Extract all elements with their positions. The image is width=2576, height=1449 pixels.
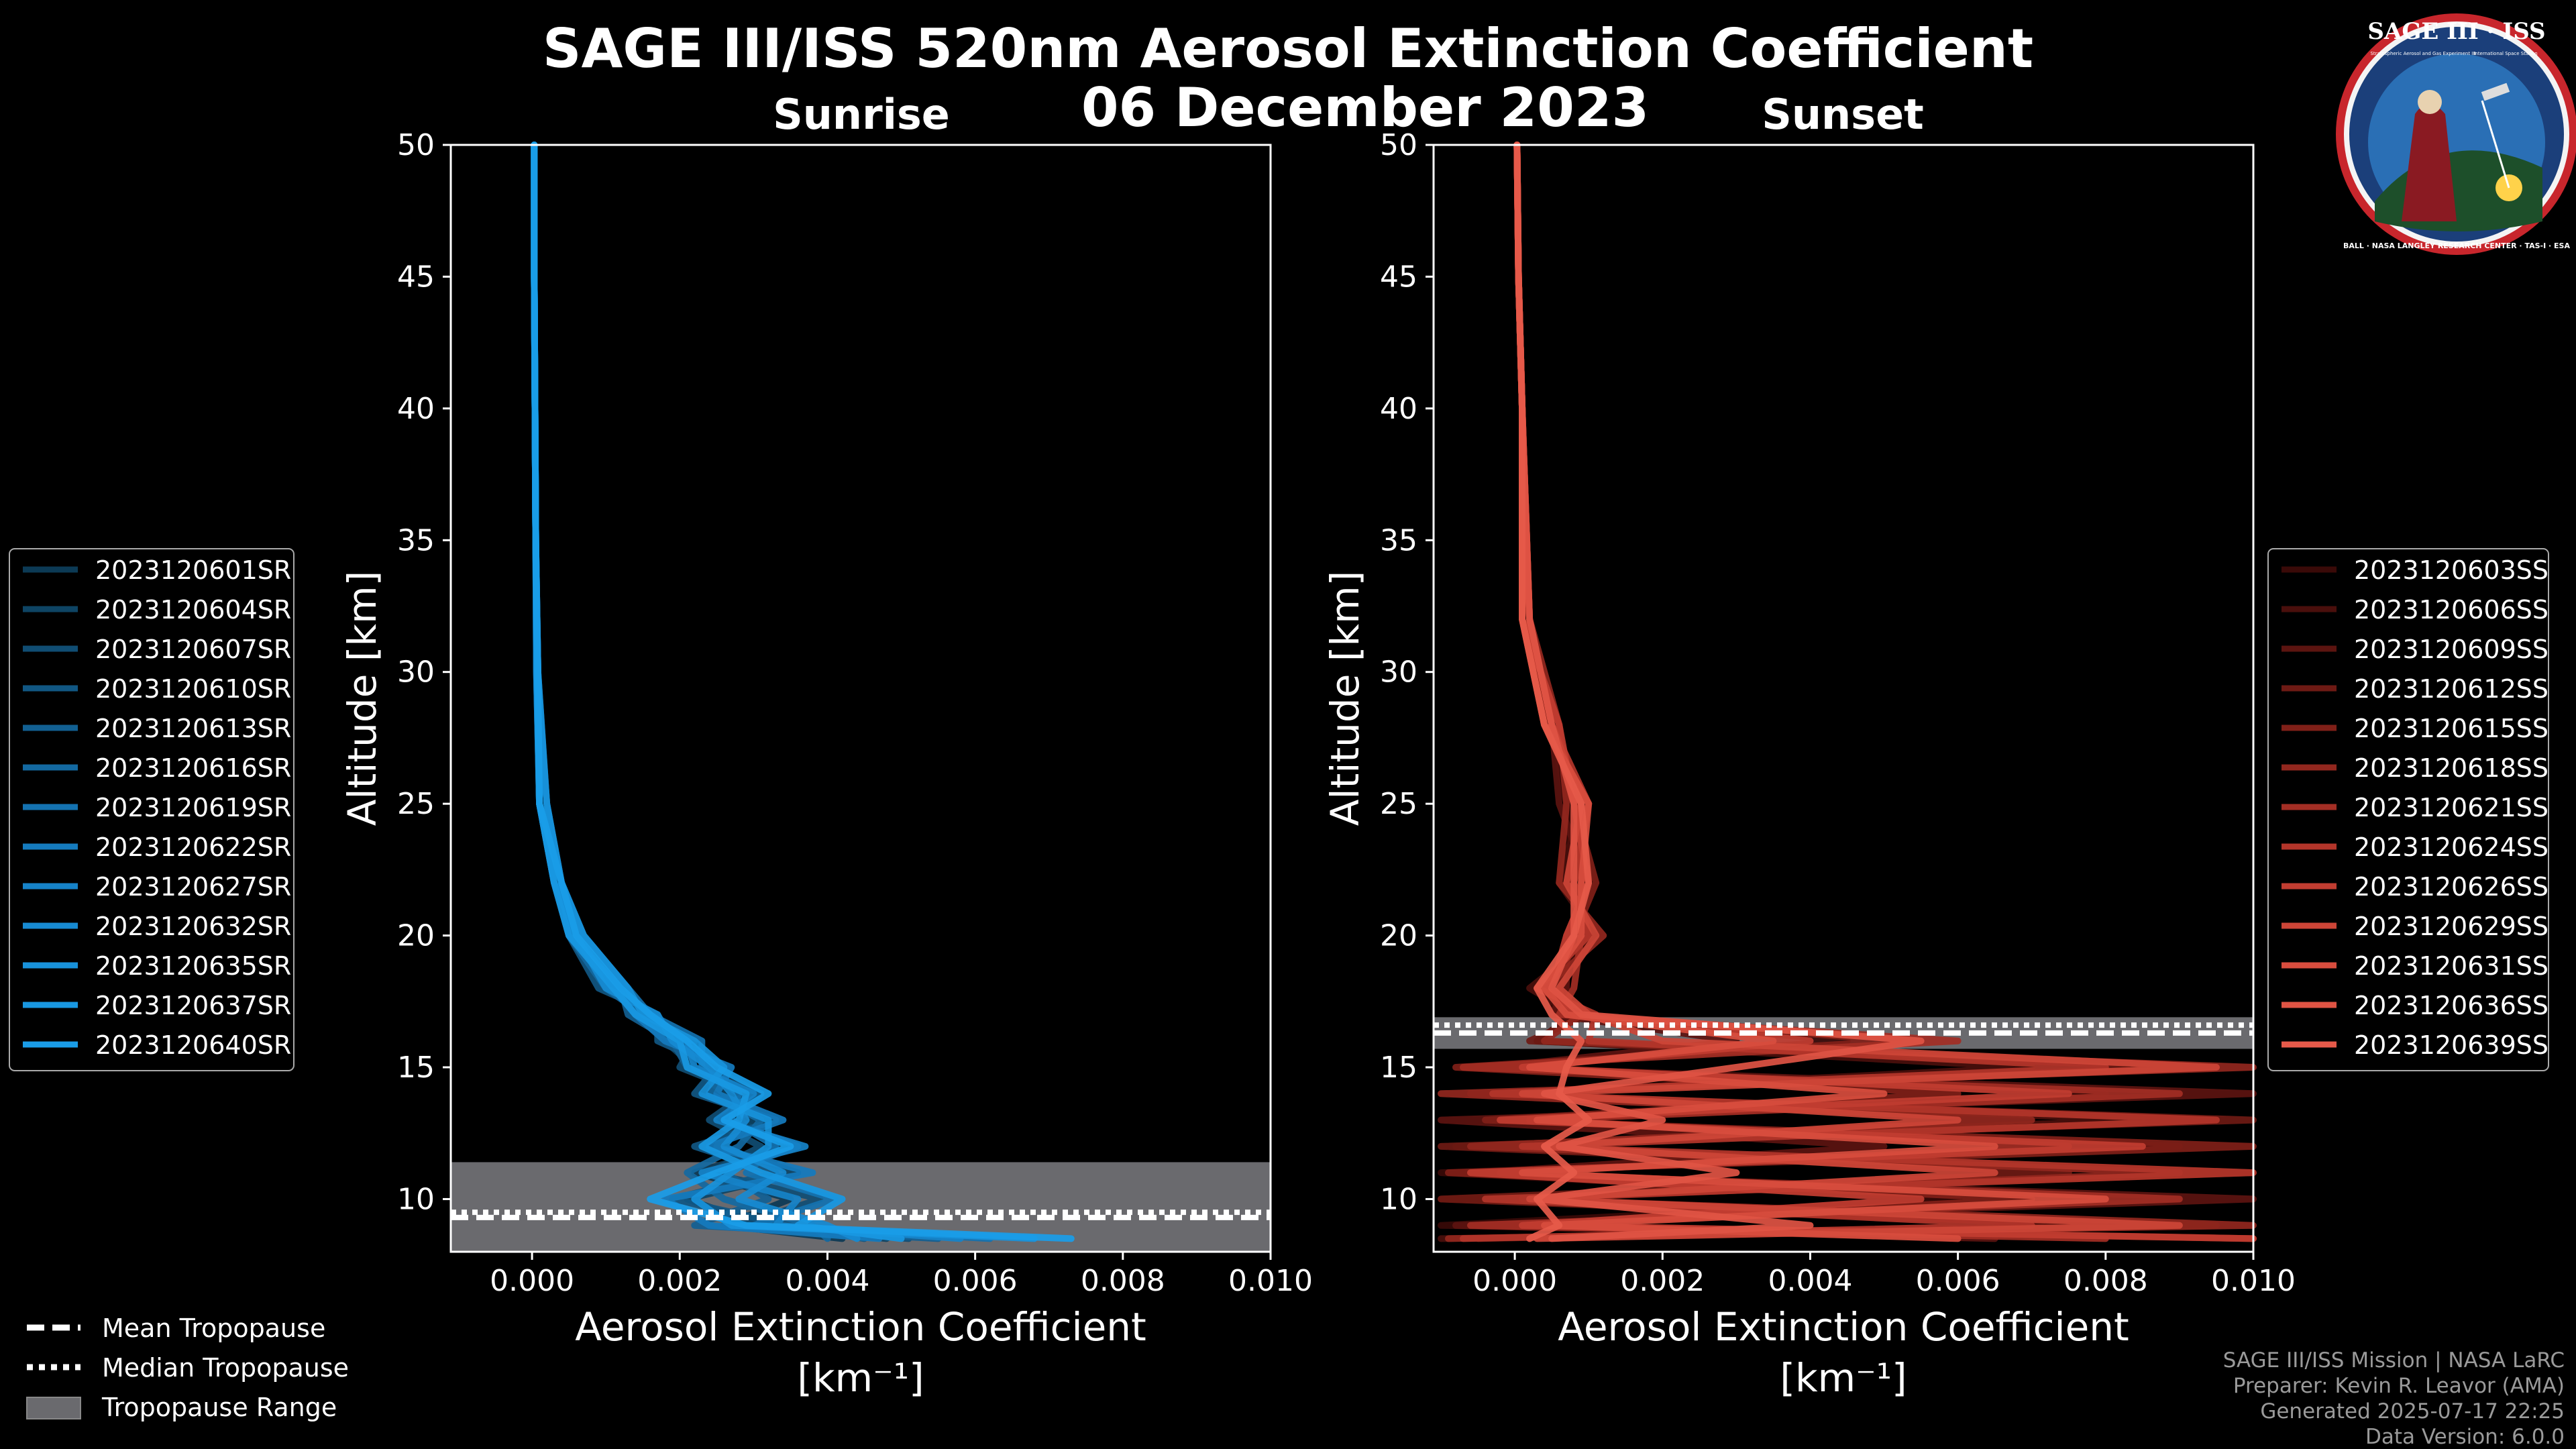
sunset-legend-label: 2023120636SS	[2354, 991, 2548, 1020]
sunrise-profile-2023120640SR	[531, 142, 1075, 1242]
sunrise-legend-label: 2023120622SR	[95, 833, 291, 862]
logo-small-right: International Space Station	[2473, 51, 2537, 56]
sunset-legend-label: 2023120603SS	[2354, 555, 2548, 585]
sunrise-ytick-label: 30	[397, 655, 435, 690]
credit-generated: Generated 2025-07-17 22:25	[2260, 1399, 2565, 1424]
tropopause-legend: Mean Tropopause Median Tropopause Tropop…	[26, 1313, 349, 1422]
credits: SAGE III/ISS Mission | NASA LaRC Prepare…	[2223, 1348, 2565, 1449]
sunset-ylabel: Altitude [km]	[1322, 571, 1368, 826]
credit-preparer: Preparer: Kevin R. Leavor (AMA)	[2233, 1374, 2565, 1398]
sunrise-ytick-label: 25	[397, 787, 435, 821]
sage-logo: SAGE III · ISS Stratospheric Aerosol and…	[2336, 13, 2576, 255]
sunrise-legend-label: 2023120637SR	[95, 991, 291, 1020]
sunset-legend-label: 2023120615SS	[2354, 714, 2548, 743]
sunrise-ytick-label: 50	[397, 128, 435, 162]
sunset-ytick-label: 45	[1380, 260, 1417, 294]
sunset-legend-label: 2023120626SS	[2354, 872, 2548, 902]
sunrise-legend-label: 2023120607SR	[95, 635, 291, 664]
logo-ring-text: BALL · NASA LANGLEY RESEARCH CENTER · TA…	[2343, 241, 2570, 250]
sunrise-ytick-label: 45	[397, 260, 435, 294]
sunset-ytick-label: 10	[1380, 1182, 1417, 1216]
sunset-legend-label: 2023120621SS	[2354, 793, 2548, 822]
sunset-legend-frame	[2267, 548, 2549, 1071]
sunset-legend-label: 2023120629SS	[2354, 912, 2548, 941]
sunset-xtick-label: 0.008	[2063, 1264, 2148, 1298]
sunrise-legend-label: 2023120601SR	[95, 555, 291, 585]
scientist-head-icon	[2418, 90, 2442, 114]
sunrise-plot-frame	[449, 144, 1272, 1253]
logo-small-left: Stratospheric Aerosol and Gas Experiment…	[2370, 51, 2475, 56]
sunset-profile-2023120639SS	[1513, 142, 1593, 1242]
sunset-ytick-label: 15	[1380, 1051, 1417, 1085]
sunrise-xtick-label: 0.010	[1228, 1264, 1313, 1298]
sunrise-legend-label: 2023120613SR	[95, 714, 291, 743]
sunrise-legend-frame	[9, 548, 294, 1071]
sunrise-legend-label: 2023120616SR	[95, 753, 291, 783]
sunset-xtick-label: 0.006	[1916, 1264, 2000, 1298]
tropopause-range-key	[26, 1397, 81, 1419]
sunrise-xtick-label: 0.006	[933, 1264, 1018, 1298]
sunrise-legend-label: 2023120632SR	[95, 912, 291, 941]
sunset-ytick-label: 30	[1380, 655, 1417, 690]
sunrise-ytick-label: 40	[397, 392, 435, 426]
tropopause-range-label: Tropopause Range	[101, 1393, 337, 1422]
sunset-legend-label: 2023120606SS	[2354, 595, 2548, 625]
credit-data-version: Data Version: 6.0.0	[2365, 1425, 2565, 1449]
sunrise-legend-label: 2023120604SR	[95, 595, 291, 625]
sunset-legend-label: 2023120618SS	[2354, 753, 2548, 783]
sunset-xtick-label: 0.002	[1620, 1264, 1705, 1298]
sunset-xtick-label: 0.010	[2211, 1264, 2296, 1298]
sunset-legend-label: 2023120609SS	[2354, 635, 2548, 664]
median-tropopause-label: Median Tropopause	[102, 1353, 349, 1383]
sunset-ytick-label: 40	[1380, 392, 1417, 426]
sunset-ytick-label: 35	[1380, 523, 1417, 557]
sunrise-xtick-label: 0.000	[490, 1264, 574, 1298]
sunrise-title: Sunrise	[773, 90, 950, 139]
sunrise-xlabel-line2: [km⁻¹]	[797, 1355, 924, 1401]
sunrise-xtick-label: 0.002	[637, 1264, 722, 1298]
light-beam-icon	[2481, 100, 2510, 189]
sunrise-legend-label: 2023120610SR	[95, 674, 291, 704]
mean-tropopause-label: Mean Tropopause	[102, 1313, 325, 1343]
sunrise-xtick-label: 0.004	[785, 1264, 869, 1298]
space-station-icon	[2481, 83, 2510, 101]
sunrise-legend: 2023120601SR 2023120604SR 2023120607SR 2023…	[9, 548, 294, 1071]
sunrise-plot-background	[451, 145, 1271, 1252]
sunset-title: Sunset	[1762, 90, 1924, 139]
sunrise-legend-label: 2023120635SR	[95, 951, 291, 981]
sunrise-legend-label: 2023120619SR	[95, 793, 291, 822]
sunset-plot-frame	[1432, 144, 2255, 1253]
sunrise-legend-label: 2023120640SR	[95, 1030, 291, 1060]
sunrise-ylabel: Altitude [km]	[339, 571, 385, 826]
sunset-plot: 0.000 0.002 0.004 0.006 0.008 0.010 10 15 20 25 3…	[1322, 128, 2296, 1401]
figure-title: SAGE III/ISS 520nm Aerosol Extinction Co…	[543, 17, 2033, 80]
credit-mission: SAGE III/ISS Mission | NASA LaRC	[2223, 1348, 2565, 1373]
sunrise-ytick-label: 15	[397, 1051, 435, 1085]
sunset-xlabel-line2: [km⁻¹]	[1780, 1355, 1907, 1401]
sunset-legend-label: 2023120612SS	[2354, 674, 2548, 704]
figure-date: 06 December 2023	[1081, 76, 1649, 139]
sunrise-ytick-label: 10	[397, 1182, 435, 1216]
sunset-legend-label: 2023120624SS	[2354, 833, 2548, 862]
sunset-ytick-label: 20	[1380, 919, 1417, 953]
sunset-xtick-label: 0.000	[1472, 1264, 1557, 1298]
logo-title: SAGE III · ISS	[2367, 18, 2545, 45]
sunrise-ytick-label: 20	[397, 919, 435, 953]
sunset-ytick-label: 50	[1380, 128, 1417, 162]
sunset-profile-2023120636SS	[1513, 142, 1925, 1242]
sunrise-xtick-label: 0.008	[1081, 1264, 1165, 1298]
sunset-legend-label: 2023120631SS	[2354, 951, 2548, 981]
scientist-figure-icon	[2402, 104, 2457, 221]
sunset-ytick-label: 25	[1380, 787, 1417, 821]
sunset-xlabel-line1: Aerosol Extinction Coefficient	[1558, 1304, 2129, 1350]
sunset-legend-label: 2023120639SS	[2354, 1030, 2548, 1060]
sunset-legend: 2023120603SS 2023120606SS 2023120609SS 2023…	[2267, 548, 2549, 1071]
sunset-xtick-label: 0.004	[1768, 1264, 1852, 1298]
sunrise-plot: 0.000 0.002 0.004 0.006 0.008 0.010 10 15 20 25 3…	[339, 128, 1313, 1401]
sunrise-ytick-label: 35	[397, 523, 435, 557]
sunrise-xlabel-line1: Aerosol Extinction Coefficient	[575, 1304, 1146, 1350]
sunrise-legend-label: 2023120627SR	[95, 872, 291, 902]
